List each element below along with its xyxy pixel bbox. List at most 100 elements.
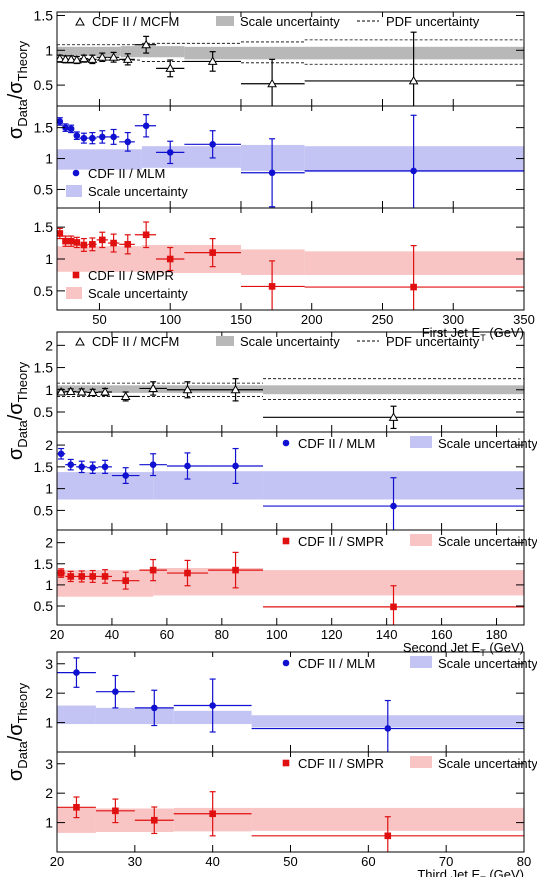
data-point-marker-1 bbox=[112, 688, 119, 696]
data-point-4 bbox=[98, 459, 112, 474]
scale-band-segment bbox=[120, 46, 185, 58]
y-tick-label: 3 bbox=[45, 756, 53, 772]
data-point-4 bbox=[79, 132, 89, 144]
data-point-marker-3 bbox=[73, 132, 81, 139]
x-tick-label: 180 bbox=[486, 627, 508, 642]
data-point-marker-12 bbox=[268, 169, 276, 177]
data-point-9 bbox=[263, 477, 524, 530]
data-point-0 bbox=[57, 796, 96, 819]
data-point-8 bbox=[208, 551, 264, 589]
data-point-3 bbox=[87, 461, 99, 474]
data-point-2 bbox=[76, 460, 88, 474]
legend-entry-data: CDF II / SMPR bbox=[88, 268, 174, 283]
data-point-marker-6 bbox=[149, 566, 157, 574]
y-axis-label-data: Data bbox=[15, 420, 30, 448]
data-point-6 bbox=[96, 52, 108, 63]
data-point-marker-5 bbox=[122, 577, 129, 584]
x-tick-label: 300 bbox=[442, 312, 464, 327]
scale-band-segment bbox=[240, 144, 305, 171]
data-point-marker-3 bbox=[87, 387, 98, 396]
data-point-marker-9 bbox=[142, 231, 150, 239]
y-axis-label-data: Data bbox=[15, 741, 30, 769]
data-point-marker-3 bbox=[89, 464, 97, 472]
data-point-marker-12 bbox=[268, 283, 276, 290]
data-point-marker-1 bbox=[65, 386, 76, 396]
legend-entry-scale: Scale uncertainty bbox=[88, 286, 188, 301]
data-point-marker-11 bbox=[209, 249, 216, 256]
data-point-marker-0 bbox=[57, 230, 64, 237]
data-point-4 bbox=[79, 53, 89, 63]
legend-entry-pdf: PDF uncertainty bbox=[386, 334, 480, 349]
data-point-marker-13 bbox=[410, 283, 417, 291]
panel-plot-area bbox=[57, 31, 524, 106]
x-tick-label: 100 bbox=[266, 627, 288, 642]
legend-swatch-scale bbox=[410, 534, 432, 546]
x-axis-label: Third Jet ET (GeV) bbox=[417, 867, 524, 877]
y-axis-label: σData/σTheory bbox=[5, 40, 30, 139]
scale-band-segment bbox=[57, 46, 121, 56]
data-point-marker-5 bbox=[89, 241, 96, 248]
data-point-marker-8 bbox=[122, 54, 133, 63]
y-tick-label: 0.5 bbox=[34, 404, 54, 420]
data-point-4 bbox=[251, 699, 524, 752]
x-tick-label: 160 bbox=[431, 627, 453, 642]
data-point-9 bbox=[263, 405, 524, 430]
x-tick-label: 40 bbox=[205, 854, 219, 869]
y-axis-label: σData/σTheory bbox=[5, 361, 30, 460]
data-point-marker-11 bbox=[209, 141, 216, 148]
data-point-marker-4 bbox=[80, 241, 88, 249]
data-point-marker-1 bbox=[62, 237, 69, 245]
legend-entry-data: CDF II / SMPR bbox=[298, 534, 384, 549]
data-point-marker-1 bbox=[67, 461, 75, 468]
x-axis-label-sub: T bbox=[480, 333, 486, 343]
data-point-8 bbox=[119, 234, 135, 255]
data-point-marker-2 bbox=[150, 704, 158, 712]
data-point-10 bbox=[156, 59, 185, 78]
data-point-marker-1 bbox=[112, 807, 119, 815]
chart-group-third-jet: 1 2 3 CDF II / MLM Scale uncertainty 1 2 3 20 30 4… bbox=[5, 651, 537, 882]
x-tick-label: 20 bbox=[50, 854, 64, 869]
data-point-5 bbox=[88, 131, 97, 145]
y-tick-label: 3 bbox=[45, 656, 53, 672]
data-point-2 bbox=[76, 386, 88, 396]
data-point-marker-8 bbox=[124, 241, 132, 248]
y-axis-label-theory: Theory bbox=[15, 361, 30, 402]
y-tick-label: 1 bbox=[45, 481, 53, 497]
data-point-marker-9 bbox=[141, 39, 152, 49]
data-point-marker-12 bbox=[267, 78, 277, 88]
scale-band-segment bbox=[95, 707, 174, 725]
scale-band-segment bbox=[304, 251, 524, 275]
data-point-12 bbox=[240, 260, 305, 310]
x-tick-label: 350 bbox=[513, 312, 535, 327]
y-axis-label-theory: Theory bbox=[15, 682, 30, 723]
data-point-3 bbox=[73, 131, 81, 140]
scale-band-segment bbox=[57, 149, 142, 170]
data-point-0 bbox=[57, 117, 64, 126]
y-axis-label-sigma: σ bbox=[5, 447, 27, 460]
data-point-3 bbox=[87, 569, 99, 583]
data-point-marker-7 bbox=[184, 569, 191, 577]
x-tick-label: 50 bbox=[283, 854, 297, 869]
y-tick-label: 0.5 bbox=[34, 598, 54, 614]
data-point-9 bbox=[134, 114, 157, 138]
data-point-0 bbox=[57, 386, 66, 396]
data-point-marker-13 bbox=[410, 167, 417, 175]
legend-entry-scale: Scale uncertainty bbox=[240, 14, 340, 29]
data-point-marker-0 bbox=[57, 569, 65, 577]
x-axis-label-unit: (GeV) bbox=[486, 640, 524, 655]
y-axis-label-data: Data bbox=[15, 99, 30, 127]
data-point-8 bbox=[119, 53, 135, 66]
y-axis-label-sep: /σ bbox=[5, 402, 27, 421]
data-point-3 bbox=[71, 55, 82, 65]
data-point-marker-3 bbox=[209, 702, 216, 709]
legend-smpr: CDF II / SMPR Scale uncertainty bbox=[66, 268, 188, 301]
data-point-7 bbox=[107, 233, 120, 253]
x-tick-label: 250 bbox=[372, 312, 394, 327]
legend-mcfm: CDF II / MCFM Scale uncertainty PDF uncert… bbox=[75, 334, 480, 349]
legend-swatch-scale bbox=[410, 756, 432, 768]
data-point-marker-2 bbox=[150, 816, 158, 824]
data-point-1 bbox=[62, 123, 69, 132]
y-axis-label-theory: Theory bbox=[15, 40, 30, 81]
data-point-marker-legend bbox=[72, 271, 80, 279]
data-point-5 bbox=[87, 54, 98, 65]
